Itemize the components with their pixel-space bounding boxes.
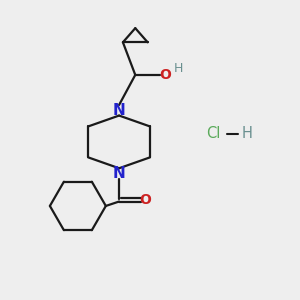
Text: H: H <box>174 62 183 75</box>
Text: N: N <box>113 103 125 118</box>
Text: Cl: Cl <box>206 126 220 141</box>
Text: H: H <box>242 126 253 141</box>
Text: N: N <box>113 166 125 181</box>
Text: O: O <box>160 68 172 82</box>
Text: O: O <box>140 193 152 207</box>
